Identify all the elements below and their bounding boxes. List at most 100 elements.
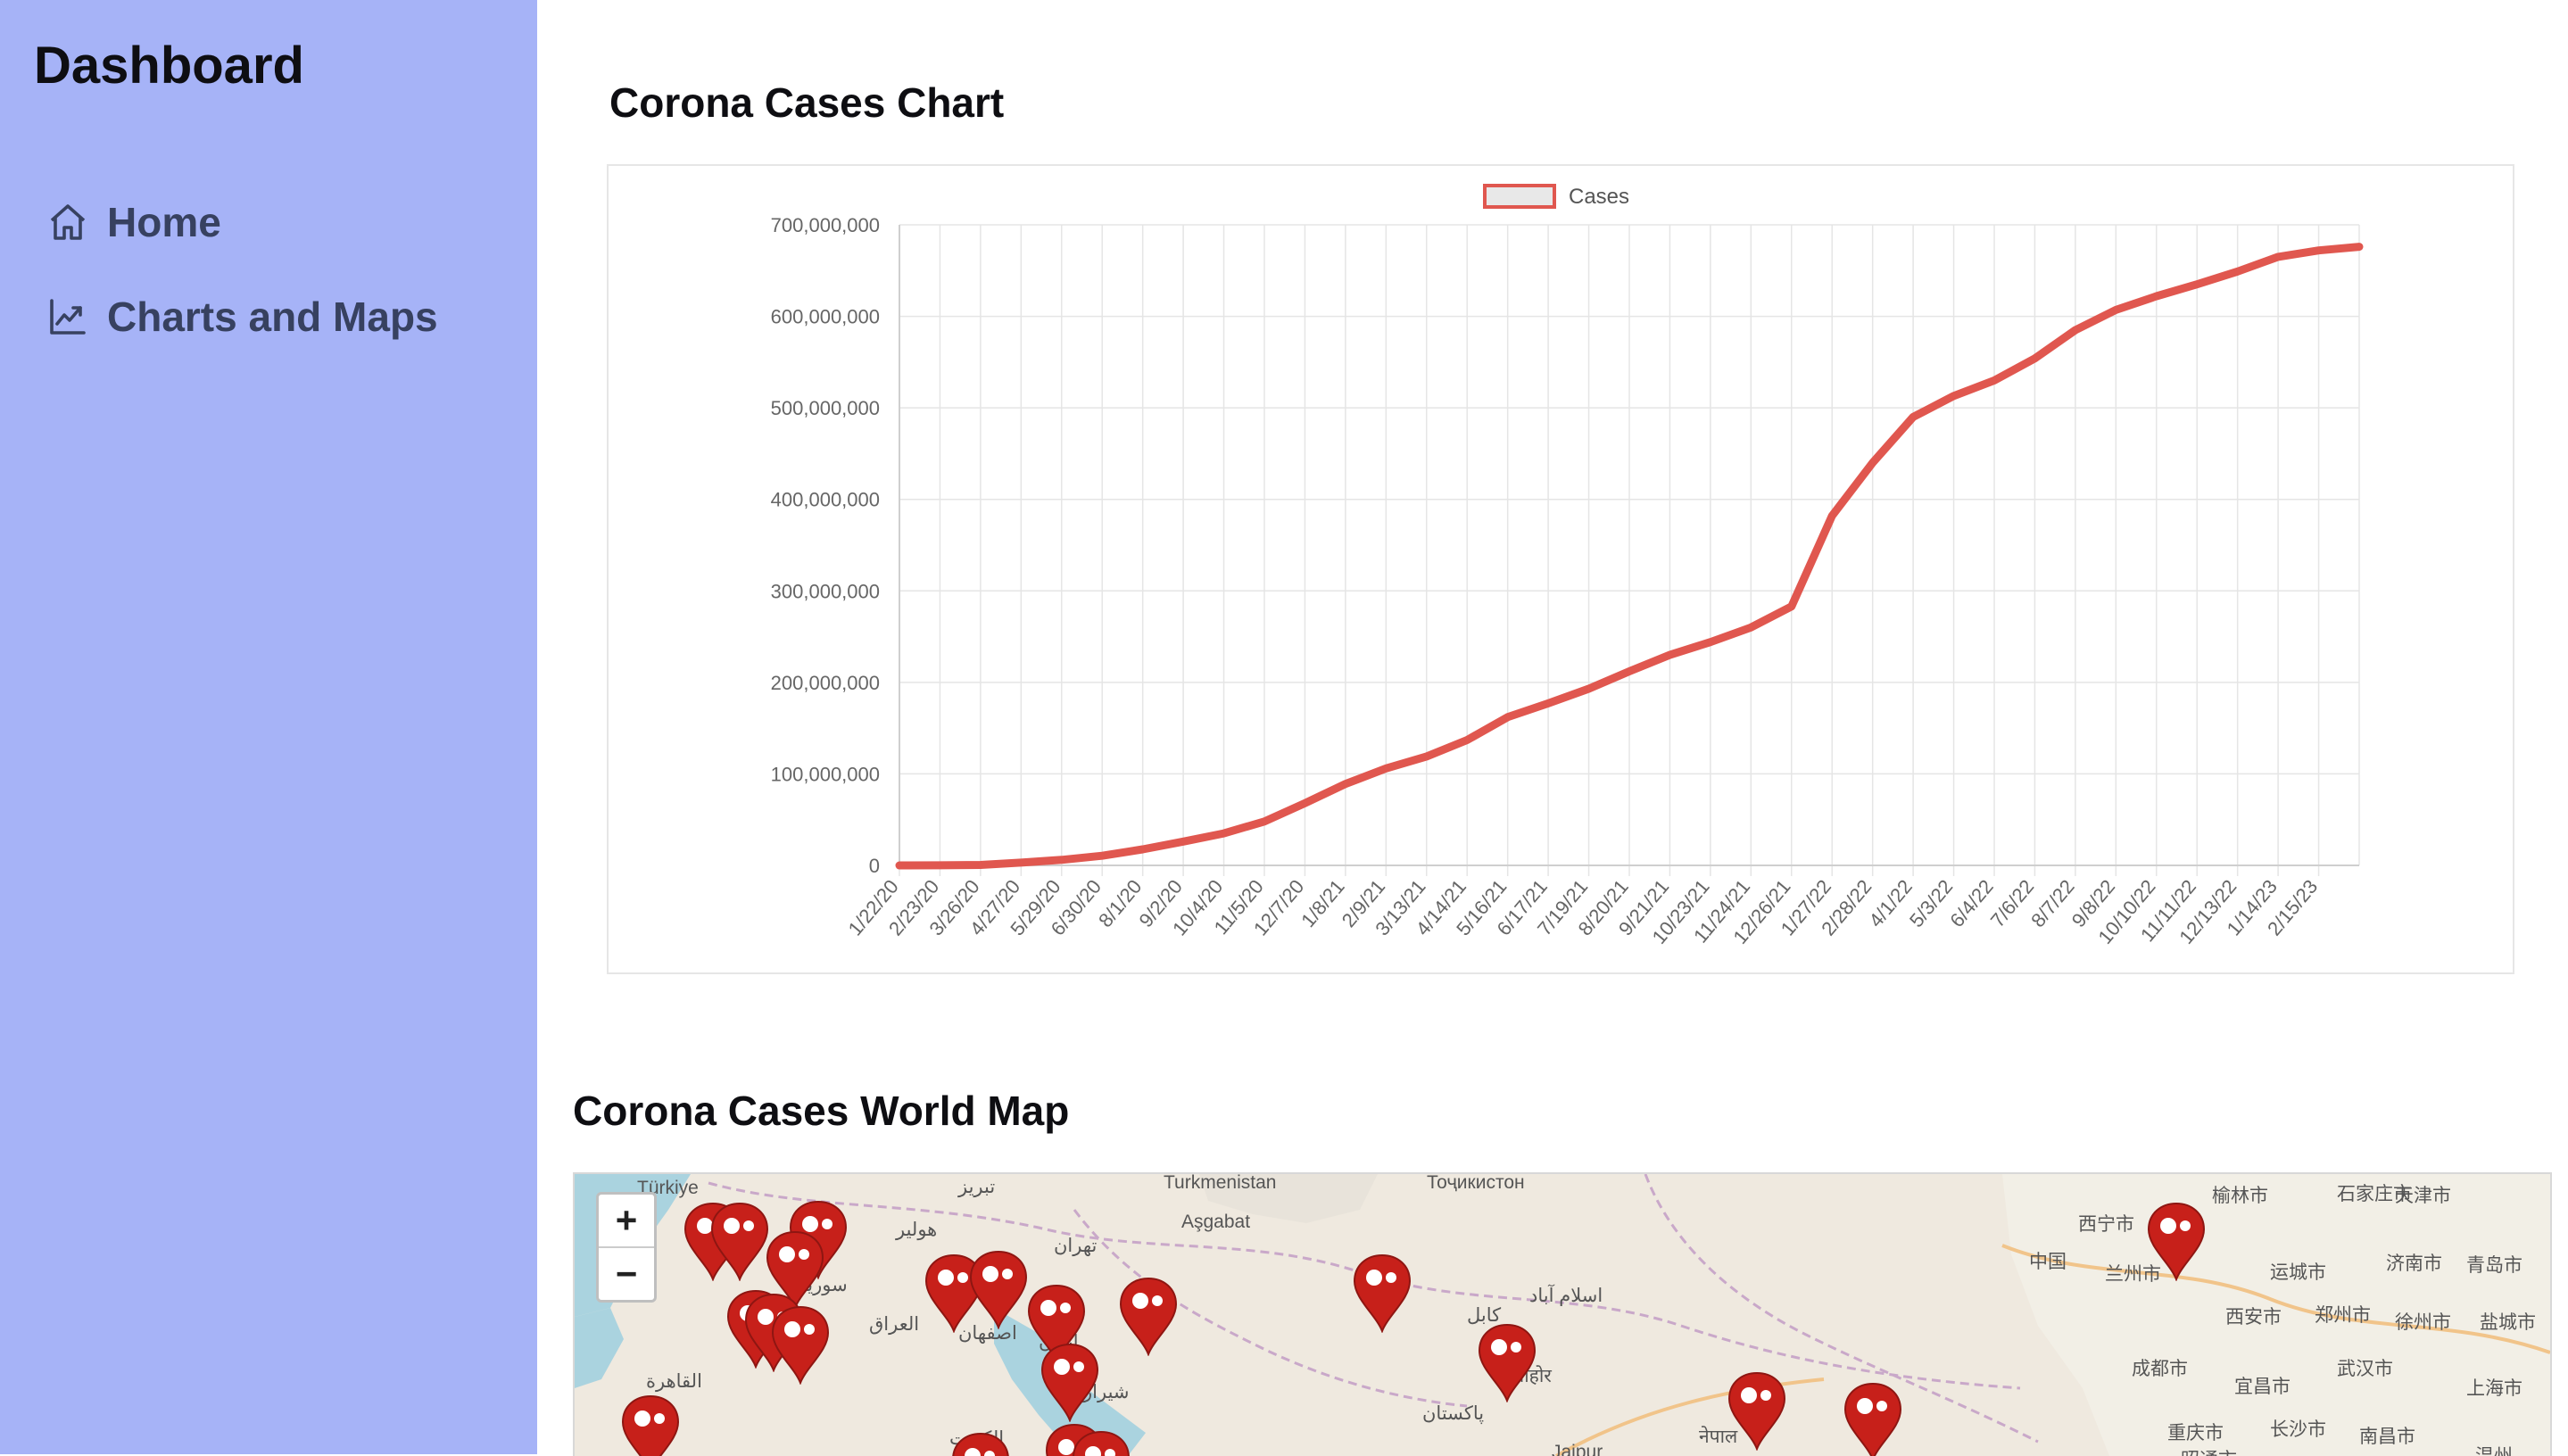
data-point	[1383, 765, 1389, 772]
chart-line-icon	[46, 295, 89, 338]
map-place-label: شیراز	[1083, 1382, 1130, 1402]
map-place-label: Тоҷикистон	[1427, 1172, 1525, 1193]
home-icon	[46, 201, 89, 244]
map-marker[interactable]	[769, 1304, 832, 1386]
legend-swatch	[1483, 184, 1556, 209]
map-pin-icon	[766, 1230, 824, 1311]
map-pin-icon	[1843, 1382, 1902, 1456]
map-place-label: تبریز	[958, 1177, 996, 1197]
map-place-label: 上海市	[2466, 1378, 2522, 1399]
data-point	[1180, 839, 1187, 845]
map-marker[interactable]	[967, 1249, 1030, 1330]
border-line	[1073, 1209, 1468, 1408]
map-place-label: Turkmenistan	[1164, 1172, 1277, 1193]
chart-section-title: Corona Cases Chart	[609, 79, 1005, 126]
x-tick-label: 1/8/21	[1296, 875, 1348, 931]
map-place-label: 中国	[2029, 1252, 2067, 1272]
china-region	[2002, 1174, 2550, 1456]
map-marker[interactable]	[619, 1394, 682, 1456]
data-point	[977, 862, 983, 868]
map-pin-icon	[1040, 1343, 1099, 1423]
sidebar-item-charts-and-maps[interactable]: Charts and Maps	[46, 293, 438, 341]
map-marker[interactable]	[1476, 1322, 1538, 1403]
map-place-label: اصفهان	[958, 1323, 1017, 1344]
map-place-label: اسلام آباد	[1529, 1286, 1603, 1306]
map-marker[interactable]	[764, 1229, 826, 1311]
map-place-label: 济南市	[2386, 1253, 2442, 1274]
map-place-label: القاهرة	[646, 1371, 702, 1392]
app-title: Dashboard	[34, 37, 304, 95]
map-place-label: 盐城市	[2480, 1312, 2536, 1333]
zoom-in-button[interactable]: +	[615, 1199, 638, 1241]
sidebar: Dashboard Home Charts and Maps	[0, 0, 537, 1454]
data-point	[1058, 856, 1064, 863]
chart-canvas: 700,000,000 600,000,000 500,000,000 400,000…	[771, 184, 2364, 948]
data-point	[1869, 459, 1876, 466]
world-map[interactable]: Türkiye تبریز Turkmenistan Тоҷикистон Aşgaba…	[573, 1172, 2552, 1456]
map-marker[interactable]	[1842, 1381, 1904, 1456]
map-place-label: 西宁市	[2078, 1214, 2134, 1235]
data-point	[1707, 639, 1713, 645]
x-tick-label: 5/3/22	[1905, 875, 1957, 931]
data-point	[1262, 818, 1267, 824]
map-marker[interactable]	[708, 1201, 771, 1282]
sidebar-item-label: Charts and Maps	[107, 294, 438, 340]
map-marker[interactable]	[1117, 1276, 1180, 1357]
map-place-label: 青岛市	[2466, 1255, 2522, 1276]
map-marker[interactable]	[1070, 1429, 1132, 1456]
map-place-label: تهران	[1054, 1236, 1098, 1256]
road-line	[2001, 1244, 2550, 1354]
data-point	[1788, 603, 1794, 609]
map-place-label: 郑州市	[2315, 1305, 2371, 1326]
sidebar-item-label: Home	[107, 199, 221, 245]
data-point	[1221, 831, 1227, 837]
map-place-label: 重庆市	[2167, 1423, 2224, 1444]
map-marker[interactable]	[2145, 1201, 2208, 1282]
sea-water	[575, 1308, 624, 1388]
x-tick-label: 8/7/22	[2026, 875, 2078, 931]
map-place-label: 武汉市	[2337, 1359, 2393, 1379]
x-tick-label: 4/1/22	[1864, 875, 1916, 931]
data-point	[2194, 281, 2200, 287]
map-place-label: 长沙市	[2270, 1419, 2326, 1440]
data-point	[2072, 327, 2078, 333]
y-tick-label: 600,000,000	[771, 306, 880, 328]
y-tick-label: 700,000,000	[771, 214, 880, 236]
y-tick-label: 200,000,000	[771, 672, 880, 694]
data-point	[1099, 853, 1106, 859]
data-point	[1342, 781, 1348, 787]
steppe-region	[1199, 1174, 1378, 1223]
data-point	[1504, 714, 1511, 720]
map-marker[interactable]	[949, 1431, 1012, 1456]
road-line	[1555, 1377, 1825, 1456]
data-point	[2113, 307, 2119, 313]
data-point	[1018, 859, 1024, 865]
data-point	[1139, 847, 1146, 853]
data-point	[2357, 244, 2362, 250]
map-marker[interactable]	[923, 1253, 985, 1334]
x-tick-label: 7/6/22	[1986, 875, 2038, 931]
data-point	[1423, 753, 1429, 759]
map-marker[interactable]	[1025, 1283, 1088, 1364]
map-place-label: 运城市	[2270, 1262, 2326, 1283]
x-tick-label: 6/4/22	[1945, 875, 1997, 931]
data-point	[1748, 625, 1754, 631]
data-point	[1545, 700, 1552, 707]
map-marker[interactable]	[1351, 1253, 1413, 1334]
map-place-label: 兰州市	[2105, 1264, 2161, 1285]
map-pin-icon	[1727, 1371, 1786, 1452]
legend-label: Cases	[1569, 185, 1629, 209]
map-place-label: 南昌市	[2359, 1427, 2415, 1447]
data-point	[1302, 800, 1308, 807]
map-marker[interactable]	[1726, 1370, 1788, 1452]
map-pin-icon	[621, 1394, 680, 1456]
data-point	[1951, 393, 1957, 399]
sidebar-item-home[interactable]: Home	[46, 198, 221, 246]
map-pin-icon	[1027, 1284, 1086, 1364]
map-place-label: 宜昌市	[2234, 1377, 2290, 1397]
map-pin-icon	[924, 1253, 983, 1334]
map-place-label: 天津市	[2395, 1186, 2451, 1206]
zoom-out-button[interactable]: −	[599, 1246, 654, 1300]
map-marker[interactable]	[1039, 1342, 1101, 1423]
map-pin-icon	[2147, 1202, 2206, 1282]
